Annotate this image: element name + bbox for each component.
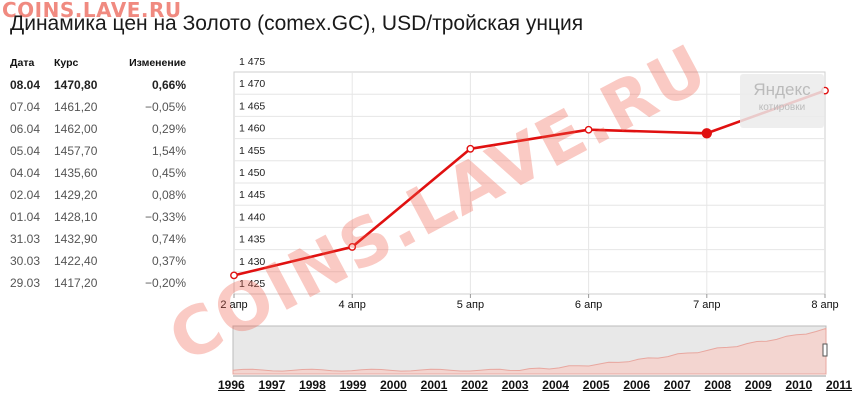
overview-year-link[interactable]: 2004 — [542, 378, 569, 392]
data-point[interactable] — [584, 125, 593, 134]
table-row: 01.04 1428,10 −0,33% — [10, 206, 186, 228]
overview-year-link[interactable]: 2008 — [704, 378, 732, 392]
cell-rate: 1417,20 — [54, 276, 98, 290]
y-tick-label: 1 460 — [239, 123, 265, 135]
overview-year-link[interactable]: 2002 — [461, 378, 488, 392]
cell-rate: 1457,70 — [54, 144, 98, 158]
cell-change: 0,74% — [151, 232, 186, 246]
cell-date: 07.04 — [10, 100, 41, 114]
cell-change: −0,20% — [144, 276, 186, 290]
overview-area — [232, 327, 827, 375]
y-tick-label: 1 450 — [239, 167, 265, 179]
overview-year-link[interactable]: 2010 — [785, 378, 813, 392]
yandex-logo: Яндекс — [753, 80, 811, 99]
overview-year-link[interactable]: 1999 — [339, 378, 367, 392]
cell-rate: 1435,60 — [54, 166, 98, 180]
page-title: Динамика цен на Золото (comex.GC), USD/т… — [10, 12, 584, 35]
cell-rate: 1429,20 — [54, 188, 98, 202]
table-row: 07.04 1461,20 −0,05% — [10, 96, 186, 118]
y-tick-label: 1 425 — [239, 278, 265, 290]
cell-rate: 1428,10 — [54, 210, 98, 224]
cell-date: 04.04 — [10, 166, 41, 180]
cell-change: 1,54% — [151, 144, 186, 158]
table-row: 02.04 1429,20 0,08% — [10, 184, 186, 206]
y-tick-label: 1 440 — [239, 211, 265, 223]
overview-year-link[interactable]: 2009 — [744, 378, 772, 392]
data-point[interactable] — [466, 144, 475, 153]
y-tick-label: 1 445 — [239, 189, 265, 201]
cell-date: 29.03 — [10, 276, 41, 290]
column-header-change: Изменение — [129, 57, 186, 69]
table-row: 31.03 1432,90 0,74% — [10, 228, 186, 250]
cell-change: −0,05% — [144, 100, 186, 114]
overview-year-link[interactable]: 1997 — [258, 378, 286, 392]
data-point[interactable] — [348, 243, 357, 251]
table-row: 29.03 1417,20 −0,20% — [10, 272, 186, 294]
overview-range-handle[interactable] — [822, 343, 828, 357]
table-row: 08.04 1470,80 0,66% — [10, 74, 186, 96]
cell-date: 05.04 — [10, 144, 41, 158]
table-header-row: Дата Курс Изменение — [10, 57, 186, 74]
cell-date: 30.03 — [10, 254, 41, 268]
cell-rate: 1461,20 — [54, 100, 98, 114]
cell-rate: 1432,90 — [54, 232, 98, 246]
overview-year-link[interactable]: 2000 — [380, 378, 407, 392]
cell-change: 0,37% — [151, 254, 186, 268]
data-point[interactable] — [701, 128, 712, 139]
column-header-date: Дата — [10, 57, 35, 69]
overview-year-link[interactable]: 1996 — [218, 378, 245, 392]
x-tick-label: 6 апр — [575, 299, 602, 311]
table-row: 30.03 1422,40 0,37% — [10, 250, 186, 272]
overview-year-link[interactable]: 2006 — [623, 378, 651, 392]
column-header-rate: Курс — [54, 57, 79, 69]
cell-rate: 1422,40 — [54, 254, 98, 268]
cell-change: −0,33% — [144, 210, 186, 224]
x-tick-label: 8 апр — [811, 299, 838, 311]
x-tick-label: 5 апр — [457, 299, 484, 311]
y-tick-label: 1 470 — [239, 78, 265, 90]
overview-year-link[interactable]: 1998 — [299, 378, 326, 392]
quotes-table: Дата Курс Изменение 08.04 1470,80 0,66% 07.… — [10, 57, 186, 294]
cell-rate: 1470,80 — [54, 78, 98, 92]
cell-date: 06.04 — [10, 122, 41, 136]
y-tick-label: 1 430 — [239, 256, 265, 268]
table-row: 05.04 1457,70 1,54% — [10, 140, 186, 162]
overview-year-link[interactable]: 2001 — [420, 378, 448, 392]
cell-date: 02.04 — [10, 188, 41, 202]
cell-date: 31.03 — [10, 232, 41, 246]
price-line — [233, 89, 826, 277]
x-tick-label: 2 апр — [220, 299, 247, 311]
yandex-subtitle: котировки — [758, 102, 806, 113]
cell-change: 0,29% — [151, 122, 186, 136]
yandex-quotes-badge[interactable]: Яндекс котировки — [740, 74, 824, 128]
cell-change: 0,45% — [151, 166, 186, 180]
overview-year-link[interactable]: 2011 — [826, 378, 852, 392]
overview-year-link[interactable]: 2005 — [582, 378, 610, 392]
table-row: 04.04 1435,60 0,45% — [10, 162, 186, 184]
cell-rate: 1462,00 — [54, 122, 98, 136]
site-logo: COINS.LAVE.RU — [2, 0, 182, 22]
data-point[interactable] — [230, 271, 238, 280]
overview-year-link[interactable]: 2007 — [663, 378, 691, 392]
x-tick-label: 7 апр — [693, 299, 720, 311]
table-row: 06.04 1462,00 0,29% — [10, 118, 186, 140]
y-tick-label: 1 455 — [239, 145, 265, 157]
y-tick-label: 1 475 — [239, 56, 265, 68]
cell-date: 01.04 — [10, 210, 41, 224]
cell-date: 08.04 — [10, 78, 41, 92]
overview-year-link[interactable]: 2003 — [501, 378, 529, 392]
cell-change: 0,08% — [151, 188, 186, 202]
y-tick-label: 1 465 — [239, 100, 265, 112]
cell-change: 0,66% — [151, 78, 186, 92]
x-tick-label: 4 апр — [339, 299, 366, 311]
y-tick-label: 1 435 — [239, 234, 265, 246]
